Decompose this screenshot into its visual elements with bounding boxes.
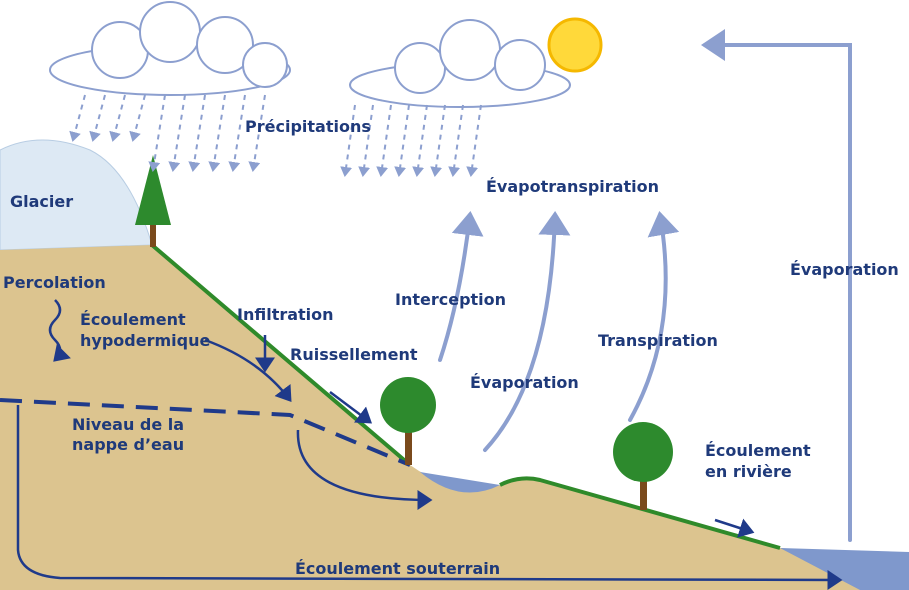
rain-drop [113, 95, 125, 140]
label: Infiltration [237, 305, 334, 324]
label: hypodermique [80, 331, 210, 350]
label: Ruissellement [290, 345, 418, 364]
label: Évaporation [470, 373, 579, 392]
rain-drop [73, 95, 85, 140]
rain-drop [193, 95, 205, 170]
tree [613, 422, 673, 510]
interception-arrow [440, 215, 470, 360]
cloud [50, 2, 290, 95]
rain-drop [213, 95, 225, 170]
sun [549, 19, 601, 71]
rain-drop [399, 105, 409, 175]
label: Glacier [10, 192, 73, 211]
label: Évaporation [790, 260, 899, 279]
label: Interception [395, 290, 506, 309]
label: Évapotranspiration [486, 177, 659, 196]
cloud [350, 20, 570, 107]
rain-drop [435, 105, 445, 175]
rain-drop [471, 105, 481, 175]
transpiration-arrow [630, 215, 666, 420]
rain-drop [233, 95, 245, 170]
rain-drop [345, 105, 355, 175]
label: en rivière [705, 462, 792, 481]
label: Transpiration [598, 331, 718, 350]
label: Écoulement [705, 441, 811, 460]
rain-drop [381, 105, 391, 175]
label: nappe d’eau [72, 435, 184, 454]
label: Écoulement souterrain [295, 559, 500, 578]
rain-drop [153, 95, 165, 170]
rain-drop [453, 105, 463, 175]
label: Niveau de la [72, 415, 184, 434]
rain-drop [93, 95, 105, 140]
rain-drop [133, 95, 145, 140]
label: Écoulement [80, 310, 186, 329]
rain-drop [363, 105, 373, 175]
evaporation-arrow [485, 215, 555, 450]
rain-drop [417, 105, 427, 175]
label: Percolation [3, 273, 106, 292]
rain-drop [173, 95, 185, 170]
water-cycle-diagram: Précipitations Glacier Évapotranspiratio… [0, 0, 909, 590]
label: Précipitations [245, 117, 371, 136]
